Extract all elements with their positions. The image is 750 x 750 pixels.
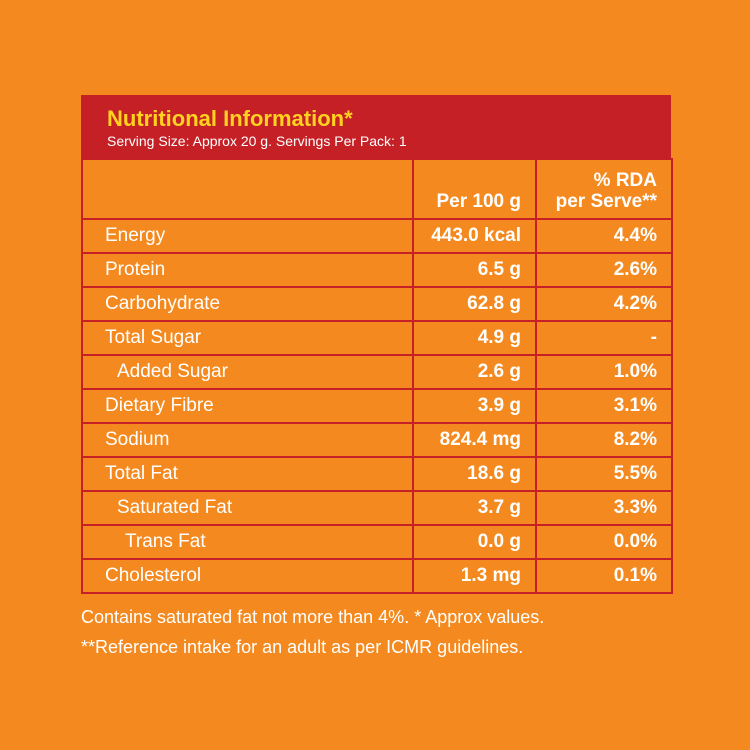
table-row: Saturated Fat 3.7 g 3.3%	[81, 490, 673, 526]
nutrient-name: Carbohydrate	[81, 286, 414, 322]
nutrient-name: Energy	[81, 218, 414, 254]
nutrient-name: Dietary Fibre	[81, 388, 414, 424]
table-row: Dietary Fibre 3.9 g 3.1%	[81, 388, 673, 424]
rda-value: 3.1%	[535, 388, 673, 424]
rda-column-header: % RDA per Serve**	[535, 158, 673, 220]
rda-value: 2.6%	[535, 252, 673, 288]
per100-column-header: Per 100 g	[412, 158, 537, 220]
nutrient-name: Sodium	[81, 422, 414, 458]
per100-value: 18.6 g	[412, 456, 537, 492]
per100-value: 3.7 g	[412, 490, 537, 526]
rda-value: 3.3%	[535, 490, 673, 526]
per100-value: 3.9 g	[412, 388, 537, 424]
rda-value: 4.4%	[535, 218, 673, 254]
nutrient-name: Added Sugar	[81, 354, 414, 390]
nutrient-name: Saturated Fat	[81, 490, 414, 526]
per100-value: 1.3 mg	[412, 558, 537, 594]
nutrient-name: Cholesterol	[81, 558, 414, 594]
table-header-row: Per 100 g % RDA per Serve**	[81, 158, 673, 220]
per100-value: 824.4 mg	[412, 422, 537, 458]
table-row: Total Fat 18.6 g 5.5%	[81, 456, 673, 492]
nutrient-name: Protein	[81, 252, 414, 288]
table-row: Sodium 824.4 mg 8.2%	[81, 422, 673, 458]
table-row: Total Sugar 4.9 g -	[81, 320, 673, 356]
table-row: Added Sugar 2.6 g 1.0%	[81, 354, 673, 390]
nutrition-panel: Nutritional Information* Serving Size: A…	[81, 95, 673, 594]
per100-value: 2.6 g	[412, 354, 537, 390]
rda-value: 0.0%	[535, 524, 673, 560]
nutrient-column-header	[81, 158, 414, 220]
table-row: Carbohydrate 62.8 g 4.2%	[81, 286, 673, 322]
nutrient-name: Total Fat	[81, 456, 414, 492]
serving-info: Serving Size: Approx 20 g. Servings Per …	[107, 133, 407, 149]
rda-value: 5.5%	[535, 456, 673, 492]
per100-value: 4.9 g	[412, 320, 537, 356]
rda-header-line1: % RDA	[593, 170, 657, 191]
footnote-line: **Reference intake for an adult as per I…	[81, 637, 524, 657]
table-row: Cholesterol 1.3 mg 0.1%	[81, 558, 673, 594]
table-row: Protein 6.5 g 2.6%	[81, 252, 673, 288]
rda-header-line2: per Serve**	[555, 191, 657, 212]
nutrition-header: Nutritional Information* Serving Size: A…	[81, 95, 671, 158]
per100-value: 62.8 g	[412, 286, 537, 322]
per100-value: 6.5 g	[412, 252, 537, 288]
rda-value: 0.1%	[535, 558, 673, 594]
rda-value: 8.2%	[535, 422, 673, 458]
nutrient-name: Total Sugar	[81, 320, 414, 356]
footnotes: Contains saturated fat not more than 4%.…	[81, 602, 681, 662]
table-row: Energy 443.0 kcal 4.4%	[81, 218, 673, 254]
per100-value: 443.0 kcal	[412, 218, 537, 254]
rda-value: 1.0%	[535, 354, 673, 390]
nutrition-table: Per 100 g % RDA per Serve** Energy 443.0…	[81, 158, 673, 594]
table-row: Trans Fat 0.0 g 0.0%	[81, 524, 673, 560]
rda-value: -	[535, 320, 673, 356]
footnote-line: Contains saturated fat not more than 4%.…	[81, 607, 545, 627]
nutrition-title: Nutritional Information*	[107, 106, 353, 131]
per100-value: 0.0 g	[412, 524, 537, 560]
rda-value: 4.2%	[535, 286, 673, 322]
nutrient-name: Trans Fat	[81, 524, 414, 560]
